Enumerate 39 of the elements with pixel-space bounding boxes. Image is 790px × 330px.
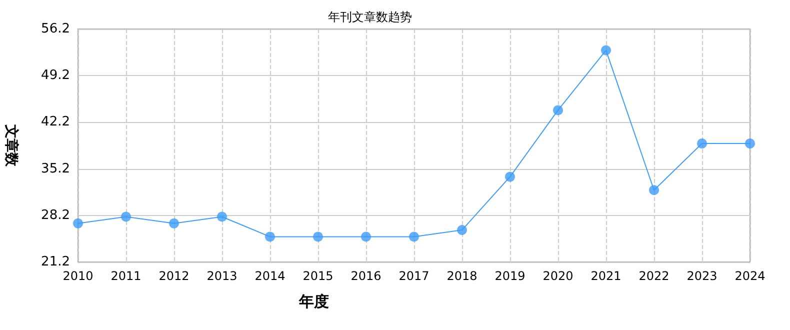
y-tick-label: 42.2 (41, 114, 70, 130)
x-tick-label: 2015 (302, 269, 334, 283)
x-tick-label: 2013 (206, 269, 238, 283)
point (409, 232, 419, 242)
point (649, 185, 659, 196)
x-tick-label: 2010 (62, 269, 94, 283)
point (553, 105, 563, 116)
point (217, 212, 227, 222)
point (745, 138, 755, 148)
y-axis-title: 文章数 (3, 124, 20, 168)
y-tick-label: 56.2 (41, 22, 70, 36)
point (505, 172, 515, 182)
x-tick-label: 2022 (638, 269, 670, 283)
x-tick-label: 2023 (686, 269, 718, 283)
x-tick-label: 2012 (158, 269, 190, 283)
x-axis-title: 年度 (298, 292, 329, 310)
x-tick-label: 2024 (734, 269, 766, 283)
point (73, 218, 83, 228)
y-tick-label: 49.2 (41, 68, 70, 84)
point (313, 232, 323, 242)
x-tick-label: 2017 (398, 269, 430, 283)
y-tick-label: 28.2 (41, 208, 70, 223)
point (169, 218, 179, 228)
point (601, 45, 611, 56)
point (457, 225, 467, 236)
x-tick-label: 2018 (446, 269, 478, 283)
x-tick-label: 2021 (590, 269, 622, 283)
point (361, 232, 371, 242)
y-tick-label: 35.2 (41, 161, 70, 176)
point (697, 138, 707, 148)
x-tick-label: 2019 (494, 269, 526, 283)
x-tick-label: 2020 (542, 269, 574, 283)
x-tick-label: 2014 (254, 269, 286, 283)
point (265, 232, 275, 242)
point (121, 212, 131, 222)
x-tick-label: 2011 (110, 269, 142, 283)
y-tick-label: 21.2 (41, 254, 70, 270)
x-tick-label: 2016 (350, 269, 382, 283)
chart-title: 年刊文章数趋势 (328, 10, 412, 24)
